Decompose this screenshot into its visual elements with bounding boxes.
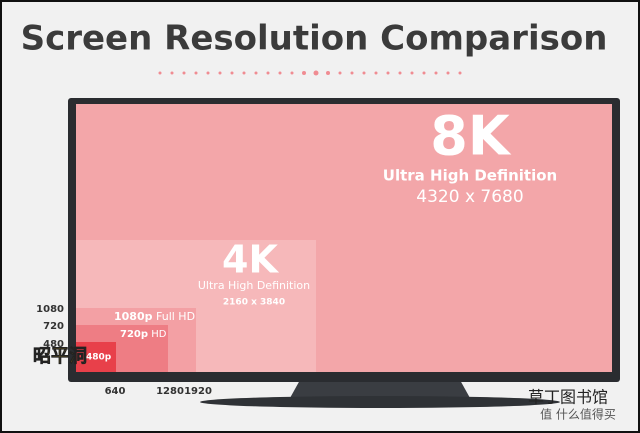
title: Screen Resolution Comparison xyxy=(21,19,608,59)
width-label: 1920 xyxy=(184,386,212,397)
width-labels: 640 1280 1920 xyxy=(105,386,212,397)
label-1080p-name: 1080p xyxy=(114,310,153,323)
label-720p: 720p HD xyxy=(120,329,167,340)
watermark-logo: 昭平洞 xyxy=(33,346,87,367)
label-4k: 4K xyxy=(222,238,279,282)
height-label: 1080 xyxy=(36,304,64,315)
label-720p-sub: HD xyxy=(151,329,167,340)
tv-base xyxy=(200,396,560,408)
label-480p: 480p xyxy=(86,353,112,363)
label-1080p-sub: Full HD xyxy=(156,310,195,323)
watermark-source: 值 什么值得买 xyxy=(540,407,616,422)
label-720p-name: 720p xyxy=(120,329,148,340)
dot-divider xyxy=(158,70,462,76)
label-1080p: 1080p Full HD xyxy=(114,310,195,323)
label-8k: 8K xyxy=(430,105,512,168)
width-label: 1280 xyxy=(156,386,184,397)
subtitle-4k: Ultra High Definition xyxy=(198,279,310,292)
screen-480p xyxy=(76,342,116,372)
subtitle-8k: Ultra High Definition xyxy=(383,167,557,185)
height-label: 480 xyxy=(43,339,64,350)
height-label: 720 xyxy=(43,321,64,332)
size-4k: 2160 x 3840 xyxy=(223,298,285,308)
tv-stand xyxy=(290,380,470,398)
height-labels: 1080 720 480 xyxy=(36,304,64,350)
watermark-site: 草丁图书馆 xyxy=(528,388,608,407)
width-label: 640 xyxy=(105,386,126,397)
size-8k: 4320 x 7680 xyxy=(416,187,523,207)
